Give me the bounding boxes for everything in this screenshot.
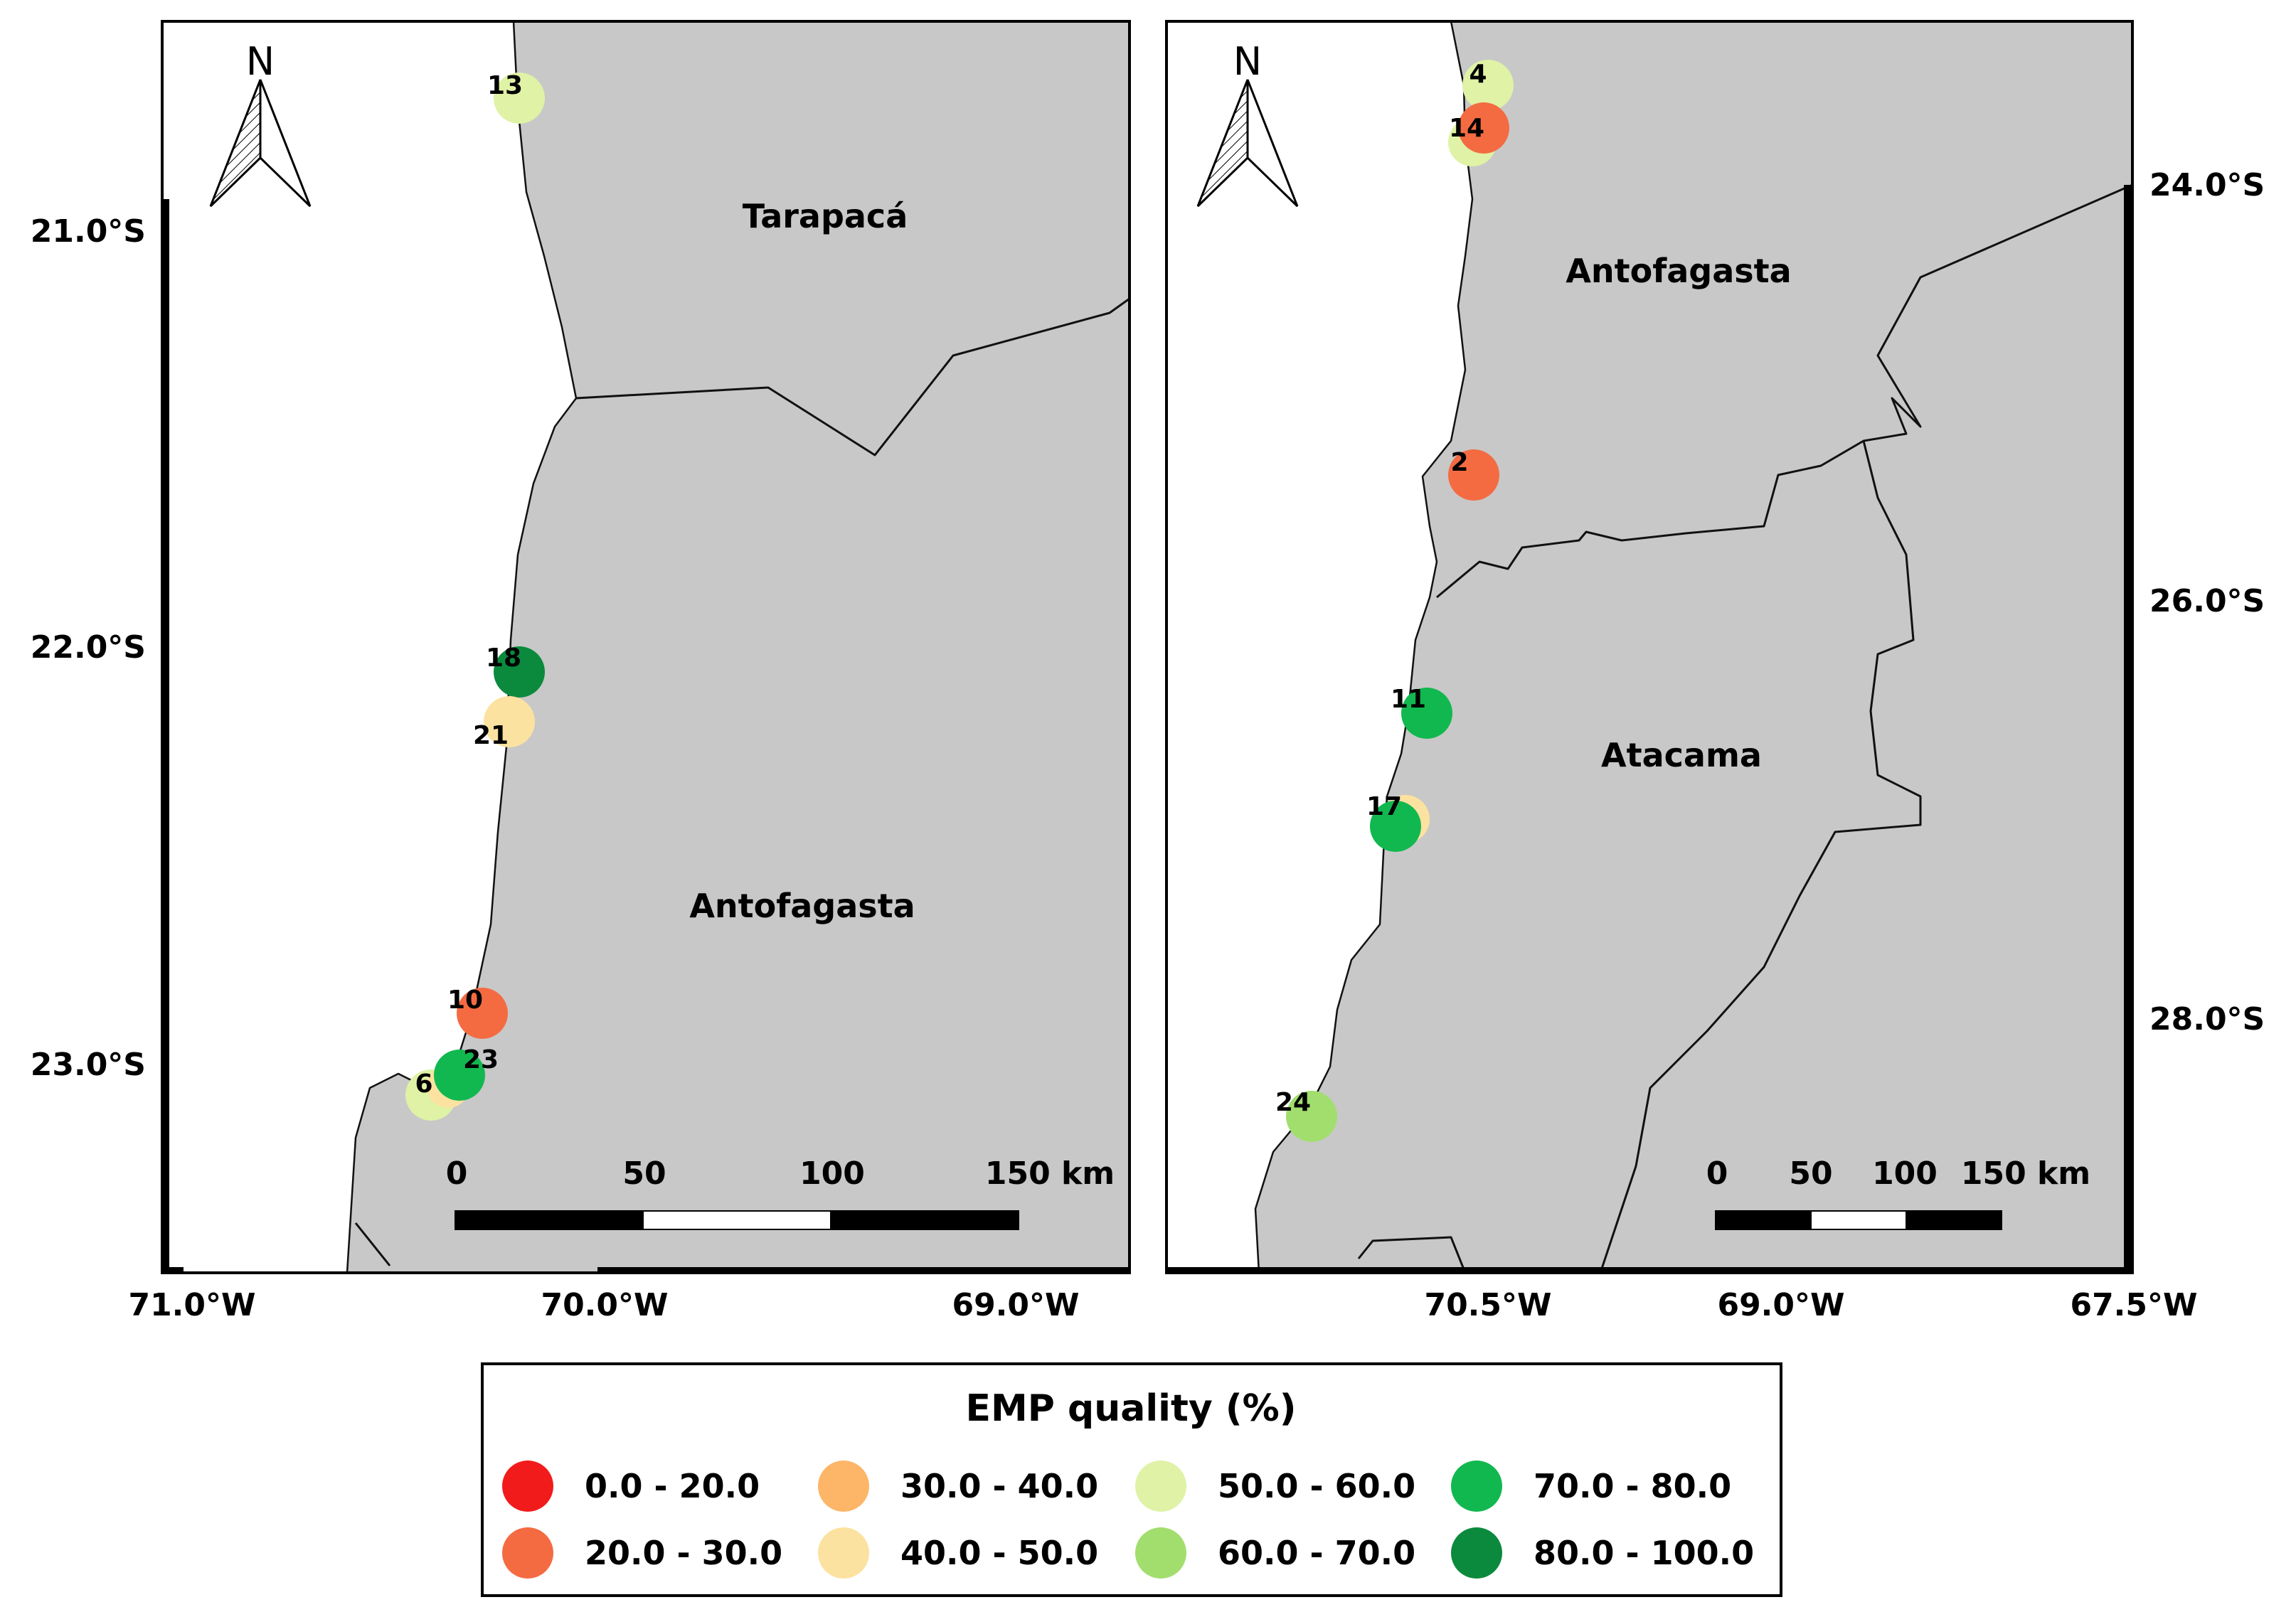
region-border-left — [575, 297, 1130, 457]
scale-label-right-2: 100 — [1872, 1155, 1938, 1192]
site-marker-10[interactable] — [457, 988, 508, 1039]
left-lat-bar — [161, 199, 169, 1273]
site-marker-21[interactable] — [484, 696, 535, 747]
legend-swatch-3 — [1451, 1461, 1502, 1512]
site-label-17: 17 — [1366, 792, 1402, 821]
site-marker-24[interactable] — [1286, 1091, 1337, 1142]
site-label-4: 4 — [1469, 60, 1487, 89]
legend-box — [481, 1362, 1782, 1597]
legend-item-2: 50.0 - 60.0 — [1135, 1461, 1415, 1512]
lat-tick-left-2: 23.0°S — [31, 1047, 146, 1083]
legend: EMP quality (%) 0.0 - 20.0 30.0 - 40.0 5… — [481, 1362, 1782, 1597]
north-arrow-right: N — [1196, 39, 1299, 208]
legend-swatch-2 — [1135, 1461, 1186, 1512]
lon-tick-left-0: 71.0°W — [128, 1287, 255, 1323]
region-label-atacama: Atacama — [1601, 736, 1762, 774]
scale-label-left-1: 50 — [622, 1155, 666, 1192]
scale-label-left-3: 150 km — [985, 1155, 1115, 1192]
site-label-13: 13 — [487, 71, 523, 100]
legend-item-6: 60.0 - 70.0 — [1135, 1527, 1415, 1579]
legend-item-1: 30.0 - 40.0 — [818, 1461, 1098, 1512]
lat-tick-right-0: 24.0°S — [2149, 167, 2265, 203]
legend-item-5: 40.0 - 50.0 — [818, 1527, 1098, 1579]
legend-label-5: 40.0 - 50.0 — [900, 1534, 1098, 1572]
site-label-23: 23 — [463, 1045, 499, 1074]
lat-tick-right-1: 26.0°S — [2149, 583, 2265, 619]
sites-right: 4 14 2 11 17 24 — [1275, 60, 1514, 1142]
region-label-antofagasta-left: Antofagasta — [689, 887, 915, 925]
legend-label-6: 60.0 - 70.0 — [1218, 1534, 1415, 1572]
lat-tick-right-2: 28.0°S — [2149, 1001, 2265, 1037]
legend-label-1: 30.0 - 40.0 — [900, 1467, 1098, 1505]
site-marker-23[interactable] — [434, 1050, 485, 1101]
scale-label-right-0: 0 — [1706, 1155, 1728, 1192]
site-label-11: 11 — [1391, 685, 1426, 714]
site-marker-18[interactable] — [494, 646, 545, 698]
scale-label-right-3: 150 km — [1961, 1155, 2090, 1192]
legend-label-3: 70.0 - 80.0 — [1534, 1467, 1731, 1505]
right-lon-bar — [1166, 1267, 2132, 1274]
site-label-10: 10 — [447, 986, 483, 1015]
site-marker-14[interactable] — [1458, 102, 1509, 154]
legend-item-4: 20.0 - 30.0 — [502, 1527, 782, 1579]
site-label-2: 2 — [1450, 448, 1468, 477]
left-map-panel: Tarapacá Antofagasta 21.0°S 22.0°S 23.0°… — [31, 20, 1131, 1323]
legend-label-4: 20.0 - 30.0 — [585, 1534, 782, 1572]
legend-swatch-5 — [818, 1527, 869, 1579]
region-label-antofagasta-right: Antofagasta — [1566, 252, 1791, 290]
north-label-right: N — [1233, 39, 1262, 84]
right-map-panel: Antofagasta Atacama 24.0°S 26.0°S 28.0°S… — [1165, 20, 2265, 1323]
north-arrow-left: N — [209, 39, 312, 208]
legend-item-0: 0.0 - 20.0 — [502, 1461, 760, 1512]
left-lon-bar-a — [162, 1267, 184, 1274]
site-marker-11[interactable] — [1401, 688, 1452, 739]
legend-swatch-7 — [1451, 1527, 1502, 1579]
lon-tick-left-2: 69.0°W — [952, 1287, 1079, 1323]
coast-detail-right — [1357, 1236, 1467, 1274]
lon-tick-right-0: 70.5°W — [1424, 1287, 1551, 1323]
site-marker-17[interactable] — [1370, 801, 1421, 852]
site-label-14: 14 — [1449, 114, 1484, 143]
legend-swatch-4 — [502, 1527, 553, 1579]
legend-label-7: 80.0 - 100.0 — [1534, 1534, 1754, 1572]
legend-item-3: 70.0 - 80.0 — [1451, 1461, 1731, 1512]
site-label-24: 24 — [1275, 1088, 1311, 1117]
region-label-tarapaca: Tarapacá — [743, 197, 908, 235]
legend-item-7: 80.0 - 100.0 — [1451, 1527, 1754, 1579]
land-left — [346, 20, 1131, 1274]
site-marker-4[interactable] — [1462, 60, 1514, 111]
legend-swatch-6 — [1135, 1527, 1186, 1579]
left-lon-bar-b — [597, 1267, 1130, 1274]
site-marker-2[interactable] — [1448, 449, 1499, 501]
site-label-6: 6 — [415, 1069, 432, 1099]
site-label-21: 21 — [473, 721, 509, 750]
legend-swatch-0 — [502, 1461, 553, 1512]
legend-swatch-1 — [818, 1461, 869, 1512]
region-border-right — [1436, 183, 2133, 599]
scale-bar-right: 0 50 100 150 km — [1706, 1155, 2090, 1230]
sites-left: 13 18 21 10 6 23 — [405, 71, 545, 1121]
lat-tick-left-0: 21.0°S — [31, 213, 146, 250]
coast-detail-left — [354, 1222, 391, 1266]
region-border-right-b — [1599, 440, 1922, 1274]
legend-title: EMP quality (%) — [966, 1387, 1297, 1430]
north-label-left: N — [246, 39, 275, 84]
scale-label-left-0: 0 — [446, 1155, 468, 1192]
lon-tick-right-1: 69.0°W — [1717, 1287, 1844, 1323]
site-label-18: 18 — [486, 644, 521, 673]
lon-tick-left-1: 70.0°W — [541, 1287, 668, 1323]
land-right — [1254, 20, 2134, 1274]
site-marker-13[interactable] — [494, 73, 545, 124]
right-lat-bar — [2124, 185, 2132, 1273]
scale-label-left-2: 100 — [799, 1155, 865, 1192]
legend-label-0: 0.0 - 20.0 — [585, 1467, 760, 1505]
scale-bar-left: 0 50 100 150 km — [446, 1155, 1115, 1230]
legend-label-2: 50.0 - 60.0 — [1218, 1467, 1415, 1505]
scale-label-right-1: 50 — [1789, 1155, 1832, 1192]
lat-tick-left-1: 22.0°S — [31, 629, 146, 666]
lon-tick-right-2: 67.5°W — [2070, 1287, 2197, 1323]
